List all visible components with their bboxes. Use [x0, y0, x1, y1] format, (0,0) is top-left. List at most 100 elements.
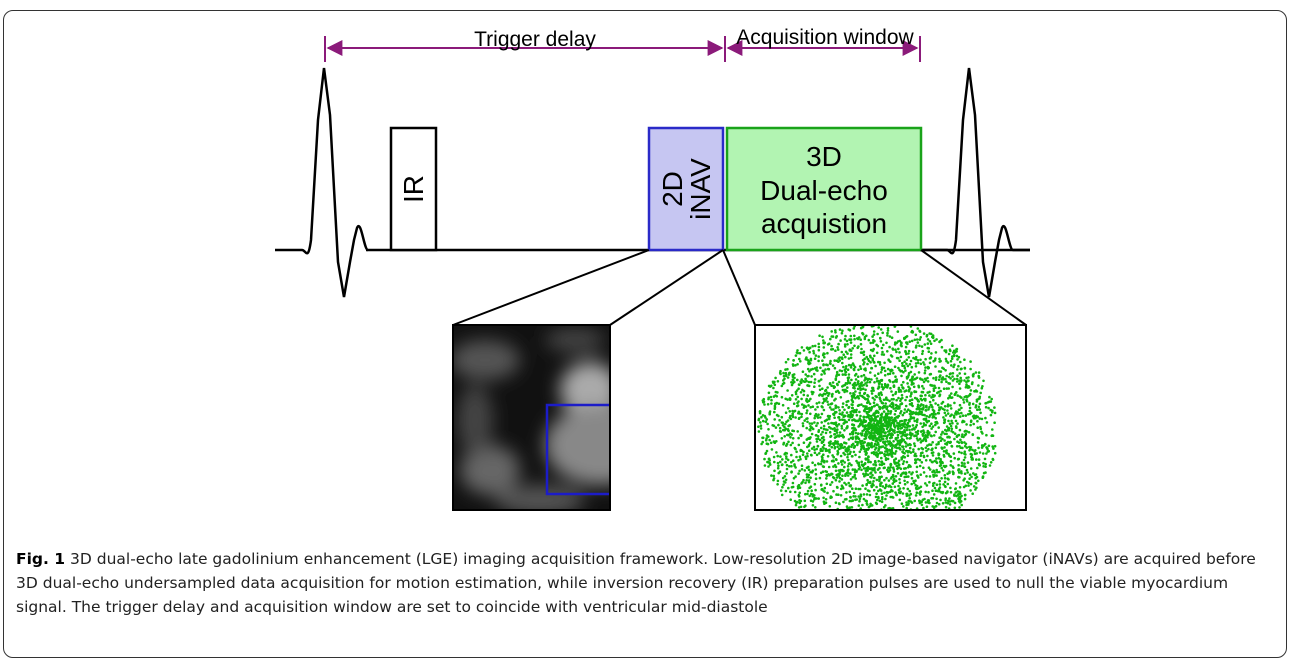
sample-dot	[813, 417, 816, 420]
sample-dot	[874, 533, 877, 536]
sample-dot	[872, 463, 875, 466]
sample-dot	[809, 514, 812, 517]
sample-dot	[879, 451, 882, 454]
sample-dot	[841, 406, 844, 409]
sample-dot	[795, 398, 798, 401]
sample-dot	[850, 364, 853, 367]
sample-dot	[943, 450, 946, 453]
sample-dot	[805, 427, 808, 430]
sample-dot	[866, 469, 869, 472]
sample-dot	[923, 471, 926, 474]
sample-dot	[814, 378, 817, 381]
sample-dot	[880, 340, 883, 343]
sample-dot	[801, 389, 804, 392]
sample-dot	[953, 363, 956, 366]
sample-dot	[960, 407, 963, 410]
sample-dot	[831, 446, 834, 449]
sample-dot	[817, 445, 820, 448]
sample-dot	[976, 467, 979, 470]
sample-dot	[851, 487, 854, 490]
sample-dot	[974, 477, 977, 480]
sample-dot	[915, 356, 918, 359]
sample-dot	[905, 473, 908, 476]
sample-dot	[934, 417, 937, 420]
sample-dot	[782, 429, 785, 432]
sample-dot	[979, 403, 982, 406]
sample-dot	[942, 502, 945, 505]
sample-dot	[932, 413, 935, 416]
sample-dot	[823, 512, 826, 515]
sample-dot	[801, 481, 804, 484]
sample-dot	[856, 518, 859, 521]
sample-dot	[979, 408, 982, 411]
sample-dot	[854, 382, 857, 385]
sample-dot	[963, 358, 966, 361]
sample-dot	[912, 512, 915, 515]
sample-dot	[848, 533, 851, 536]
sample-dot	[923, 398, 926, 401]
sample-dot	[785, 479, 788, 482]
sample-dot	[876, 503, 879, 506]
sample-dot	[960, 441, 963, 444]
sample-dot	[837, 493, 840, 496]
sample-dot	[770, 399, 773, 402]
sample-dot	[865, 356, 868, 359]
sample-dot	[897, 462, 900, 465]
sample-dot	[892, 482, 895, 485]
sample-dot	[960, 368, 963, 371]
sample-dot	[949, 423, 952, 426]
sample-dot	[857, 433, 860, 436]
sample-dot	[837, 343, 840, 346]
sample-dot	[884, 406, 887, 409]
sample-dot	[950, 364, 953, 367]
sample-dot	[955, 482, 958, 485]
sample-dot	[863, 379, 866, 382]
sample-dot	[949, 455, 952, 458]
trigger-delay-label: Trigger delay	[474, 28, 596, 51]
acquisition-label: Dual-echo	[760, 175, 888, 206]
sample-dot	[887, 329, 890, 332]
sample-dot	[907, 475, 910, 478]
sample-dot	[917, 341, 920, 344]
sample-dot	[926, 505, 929, 508]
sample-dot	[864, 526, 867, 529]
sample-dot	[769, 410, 772, 413]
sample-dot	[810, 485, 813, 488]
sample-dot	[910, 360, 913, 363]
sample-dot	[788, 465, 791, 468]
sample-dot	[914, 445, 917, 448]
sample-dot	[980, 431, 983, 434]
sample-dot	[808, 399, 811, 402]
sample-dot	[873, 330, 876, 333]
sample-dot	[878, 406, 881, 409]
sample-dot	[922, 404, 925, 407]
sample-dot	[841, 427, 844, 430]
sample-dot	[848, 357, 851, 360]
sample-dot	[886, 413, 889, 416]
sample-dot	[807, 476, 810, 479]
sample-dot	[796, 430, 799, 433]
sample-dot	[905, 501, 908, 504]
sample-dot	[806, 438, 809, 441]
sample-dot	[841, 478, 844, 481]
sample-dot	[937, 404, 940, 407]
sample-dot	[846, 343, 849, 346]
sample-dot	[860, 375, 863, 378]
sample-dot	[810, 489, 813, 492]
sample-dot	[799, 455, 802, 458]
sample-dot	[773, 425, 776, 428]
sample-dot	[953, 414, 956, 417]
acquisition-label: 3D	[806, 141, 842, 172]
sample-dot	[994, 412, 997, 415]
sample-dot	[932, 377, 935, 380]
sample-dot	[867, 536, 870, 539]
sample-dot	[781, 416, 784, 419]
sample-dot	[951, 428, 954, 431]
sample-dot	[832, 413, 835, 416]
sample-dot	[947, 502, 950, 505]
sample-dot	[878, 382, 881, 385]
sample-dot	[891, 447, 894, 450]
sample-dot	[860, 495, 863, 498]
sample-dot	[885, 454, 888, 457]
sample-dot	[903, 429, 906, 432]
